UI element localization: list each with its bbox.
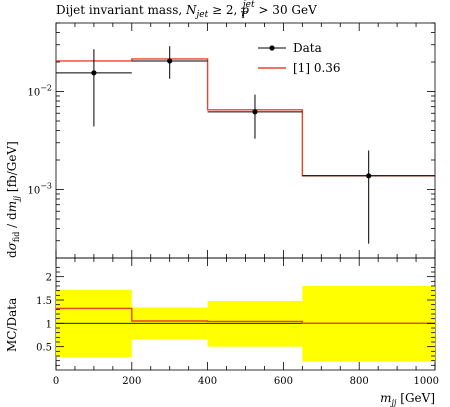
data-point-2 xyxy=(252,109,258,115)
ratio-y-tick-label: 2 xyxy=(46,273,52,284)
ratio-band-2 xyxy=(207,300,303,347)
data-point-0 xyxy=(91,70,97,76)
x-axis-label: mjj [GeV] xyxy=(380,391,435,407)
x-tick-label: 400 xyxy=(198,376,217,387)
main-y-axis-label: dσfid / dmjj [fb/GeV] xyxy=(5,141,21,258)
legend-data-marker xyxy=(269,45,275,51)
main-panel-frame xyxy=(55,22,436,259)
x-axis: 0 200 400 600 800 1000 xyxy=(53,23,439,387)
legend: Data [1] 0.36 xyxy=(258,41,341,75)
ratio-y-tick-label: 1.5 xyxy=(36,296,52,307)
ratio-y-tick-label: 0.5 xyxy=(36,343,52,354)
ratio-plot-area xyxy=(56,286,435,362)
chart-title: Dijet invariant mass, Njet ≥ 2, pjet T > … xyxy=(56,0,317,21)
data-point-1 xyxy=(167,58,173,64)
legend-data-label: Data xyxy=(293,41,322,55)
x-tick-label: 800 xyxy=(350,376,369,387)
ratio-y-tick-label: 1 xyxy=(46,319,52,330)
main-y-tick-label: 10−2 xyxy=(27,83,52,98)
main-y-axis: 10−2 10−3 xyxy=(27,22,435,259)
main-plot-area xyxy=(56,46,435,244)
x-tick-label: 600 xyxy=(274,376,293,387)
ratio-y-axis: 0.5 1 1.5 2 xyxy=(36,266,435,366)
data-point-3 xyxy=(366,173,372,179)
ratio-mc-line xyxy=(56,307,435,325)
x-tick-label: 200 xyxy=(122,376,141,387)
ratio-y-axis-label: MC/Data xyxy=(5,298,19,352)
main-y-tick-label: 10−3 xyxy=(27,182,52,197)
x-tick-label: 1000 xyxy=(414,376,439,387)
legend-mc-label: [1] 0.36 xyxy=(293,61,341,75)
mc-histogram-line xyxy=(56,58,435,177)
x-tick-label: 0 xyxy=(53,376,59,387)
